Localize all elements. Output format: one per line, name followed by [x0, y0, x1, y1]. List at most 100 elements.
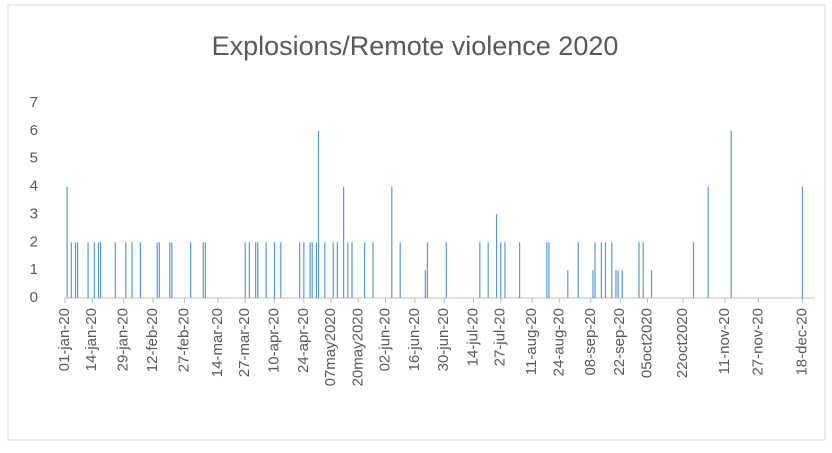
bar — [303, 242, 305, 298]
x-tick-label: 20may2020 — [349, 308, 366, 386]
x-tick-label: 14-mar-20 — [209, 308, 226, 377]
y-tick-label: 7 — [30, 94, 38, 111]
y-tick-label: 1 — [30, 261, 38, 278]
bar — [642, 242, 644, 298]
x-tick-label: 29-jan-20 — [115, 308, 132, 371]
x-tick-label: 08-sep-20 — [582, 308, 599, 376]
bar — [399, 242, 401, 298]
bar — [343, 186, 345, 298]
bar — [567, 270, 569, 298]
bar — [273, 242, 276, 298]
bar — [257, 242, 259, 298]
bar — [372, 242, 374, 298]
bar — [93, 242, 95, 298]
y-tick-label: 0 — [30, 289, 38, 306]
x-tick-label: 12-feb-20 — [144, 308, 161, 372]
x-tick-label: 24-aug-20 — [550, 308, 567, 376]
chart-title: Explosions/Remote violence 2020 — [212, 31, 619, 61]
bar — [244, 242, 246, 298]
bar — [347, 242, 349, 298]
y-tick-label: 2 — [30, 233, 38, 250]
bar — [311, 242, 313, 298]
x-tick-label: 05oct2020 — [638, 308, 655, 378]
x-tick-label: 27-jul-20 — [492, 308, 509, 366]
x-tick-label: 14-jan-20 — [83, 308, 100, 371]
bar — [548, 242, 550, 298]
bar — [546, 242, 548, 298]
bar — [204, 242, 206, 298]
bar — [638, 242, 640, 298]
x-tick-label: 16-jun-20 — [406, 308, 423, 371]
bar — [131, 242, 133, 298]
x-tick-label: 30-jun-20 — [435, 308, 452, 371]
bar — [114, 242, 116, 298]
bar — [650, 270, 653, 298]
chart-frame — [7, 4, 826, 441]
bar — [309, 242, 311, 298]
bar — [317, 130, 320, 298]
x-tick-label: 22-sep-20 — [611, 308, 628, 376]
bar — [190, 242, 192, 298]
bar — [100, 242, 102, 298]
x-tick-label: 02-jun-20 — [376, 308, 393, 371]
bar — [70, 242, 72, 298]
bar — [424, 270, 426, 298]
bar — [66, 186, 68, 298]
bar — [171, 242, 173, 298]
bar — [730, 130, 732, 298]
x-tick-label: 27-nov-20 — [749, 308, 766, 376]
bar — [592, 270, 594, 298]
bar — [125, 242, 127, 298]
bar — [248, 242, 250, 298]
y-tick-label: 6 — [30, 122, 38, 139]
bar — [74, 242, 77, 298]
bar — [336, 242, 338, 298]
bar — [487, 242, 489, 298]
bar — [139, 242, 142, 298]
x-tick-label: 22oct2020 — [674, 308, 691, 378]
bar — [280, 242, 282, 298]
bar — [76, 242, 79, 298]
x-tick-label: 27-feb-20 — [175, 308, 192, 372]
bar — [156, 242, 158, 298]
x-tick-label: 11-nov-20 — [716, 308, 733, 374]
bar — [801, 186, 804, 298]
bar — [265, 242, 267, 298]
bar — [332, 242, 334, 298]
bar — [391, 186, 393, 298]
x-tick-label: 07may2020 — [322, 308, 339, 386]
bar — [445, 242, 447, 298]
bar — [617, 270, 619, 298]
x-tick-label: 14-jul-20 — [464, 308, 481, 366]
bar — [255, 242, 257, 298]
bar — [315, 242, 317, 298]
bar — [479, 242, 481, 298]
y-tick-label: 5 — [30, 150, 38, 167]
bar — [426, 242, 429, 298]
bar — [202, 242, 204, 298]
bar — [504, 242, 506, 298]
bar — [97, 242, 100, 298]
bar — [707, 186, 709, 298]
bar — [604, 242, 607, 298]
bar — [299, 242, 301, 298]
bar — [611, 242, 613, 298]
x-tick-label: 11-aug-20 — [523, 308, 540, 375]
bar — [495, 214, 498, 298]
y-tick-label: 4 — [30, 178, 38, 195]
y-tick-label: 3 — [30, 205, 38, 222]
x-tick-label: 24-apr-20 — [295, 308, 312, 373]
bar — [351, 242, 353, 298]
bar — [158, 242, 160, 298]
bar — [169, 242, 171, 298]
bar — [621, 270, 623, 298]
bar — [500, 242, 502, 298]
bar — [87, 242, 89, 298]
bar — [615, 270, 617, 298]
bar — [692, 242, 695, 298]
x-tick-label: 18-dec-20 — [793, 308, 810, 376]
bar — [363, 242, 366, 298]
bar — [600, 242, 602, 298]
bar — [324, 242, 326, 298]
